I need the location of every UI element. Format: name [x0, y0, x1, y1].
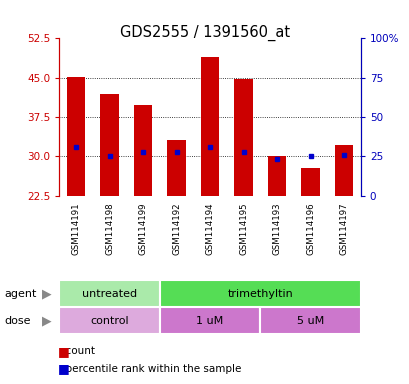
Bar [200, 57, 219, 196]
Text: 5 uM: 5 uM [296, 316, 324, 326]
Text: 1 uM: 1 uM [196, 316, 223, 326]
Text: GSM114196: GSM114196 [306, 203, 314, 255]
Bar [334, 145, 353, 196]
Text: ▶: ▶ [42, 314, 52, 327]
Text: GSM114194: GSM114194 [205, 203, 214, 255]
Text: control: control [90, 316, 129, 326]
Text: agent: agent [4, 289, 36, 299]
Text: GSM114199: GSM114199 [138, 203, 147, 255]
Bar [260, 307, 360, 334]
Text: GSM114193: GSM114193 [272, 203, 281, 255]
Text: trimethyltin: trimethyltin [227, 289, 292, 299]
Text: dose: dose [4, 316, 31, 326]
Text: untreated: untreated [82, 289, 137, 299]
Text: count: count [59, 346, 95, 356]
Text: ■: ■ [57, 345, 69, 358]
Bar [160, 307, 260, 334]
Text: ■: ■ [57, 362, 69, 375]
Bar [301, 168, 319, 196]
Bar [160, 280, 360, 307]
Bar [167, 140, 185, 196]
Text: GSM114197: GSM114197 [339, 203, 348, 255]
Text: GDS2555 / 1391560_at: GDS2555 / 1391560_at [120, 25, 289, 41]
Text: GSM114198: GSM114198 [105, 203, 114, 255]
Text: GSM114192: GSM114192 [172, 203, 181, 255]
Bar [267, 157, 285, 196]
Bar [67, 77, 85, 196]
Text: GSM114195: GSM114195 [238, 203, 247, 255]
Text: GSM114191: GSM114191 [72, 203, 81, 255]
Bar [59, 307, 160, 334]
Bar [100, 94, 119, 196]
Bar [134, 105, 152, 196]
Text: percentile rank within the sample: percentile rank within the sample [59, 364, 241, 374]
Bar [59, 280, 160, 307]
Bar [234, 79, 252, 196]
Text: ▶: ▶ [42, 287, 52, 300]
